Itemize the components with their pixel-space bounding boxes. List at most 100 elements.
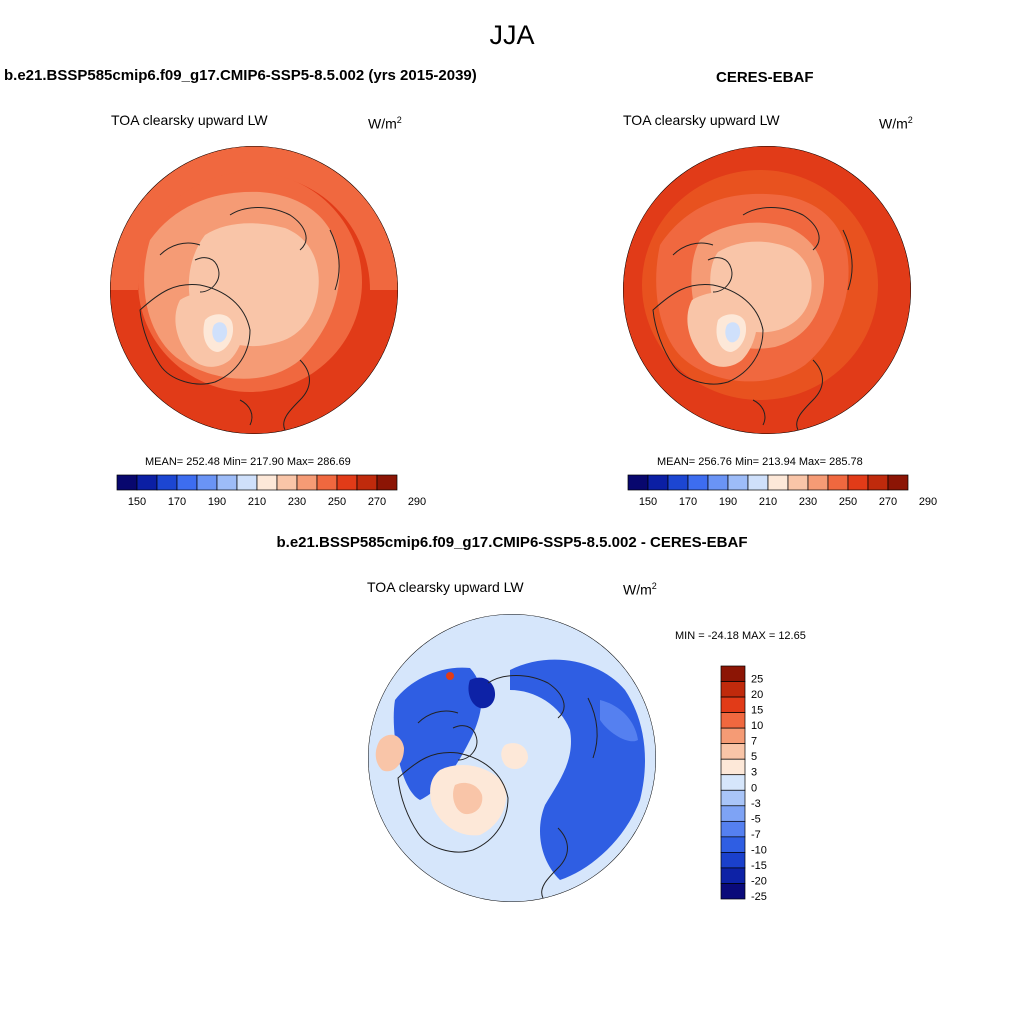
colorbar-observed-swatch bbox=[747, 474, 769, 491]
colorbar-difference-tick-label: 20 bbox=[751, 689, 763, 701]
colorbar-difference-swatch bbox=[720, 883, 746, 900]
map-difference-red-spot bbox=[446, 672, 454, 680]
colorbar-difference-swatch bbox=[720, 743, 746, 760]
colorbar-model-swatch bbox=[296, 474, 318, 491]
colorbar-model-swatch bbox=[336, 474, 358, 491]
colorbar-difference-swatch bbox=[720, 867, 746, 884]
colorbar-observed-swatch bbox=[707, 474, 729, 491]
panel-2-units: W/m2 bbox=[879, 115, 913, 132]
season-title: JJA bbox=[489, 20, 535, 50]
colorbar-observed-tick-label: 190 bbox=[719, 496, 737, 508]
panel-1-stats: MEAN= 252.48 Min= 217.90 Max= 286.69 bbox=[145, 456, 351, 468]
colorbar-difference-tick-label: -25 bbox=[751, 891, 767, 903]
colorbar-difference-tick-label: -5 bbox=[751, 813, 761, 825]
colorbar-difference-tick-label: -10 bbox=[751, 844, 767, 856]
colorbar-observed-tick-label: 230 bbox=[799, 496, 817, 508]
colorbar-difference-swatch bbox=[720, 820, 746, 838]
colorbar-difference: 25 20 15 10 7 5 3 0 -3 -5 -7 -10 -15 -20 -25 bbox=[720, 665, 767, 903]
map-model-band-270 bbox=[110, 146, 398, 290]
colorbar-model-swatch bbox=[316, 474, 338, 491]
map-model bbox=[110, 146, 398, 434]
map-difference-west-positive bbox=[375, 734, 404, 772]
colorbar-difference-tick-label: 25 bbox=[751, 674, 763, 686]
colorbar-difference-swatch bbox=[720, 712, 746, 729]
colorbar-model-swatch bbox=[276, 474, 298, 491]
colorbar-model-swatch bbox=[196, 474, 218, 491]
panel-2-variable: TOA clearsky upward LW bbox=[623, 112, 780, 128]
map-difference-na-negative bbox=[393, 667, 482, 800]
panel-3-title: b.e21.BSSP585cmip6.f09_g17.CMIP6-SSP5-8.… bbox=[276, 534, 748, 551]
colorbar-model-tick-label: 150 bbox=[128, 496, 146, 508]
colorbar-difference-swatch bbox=[720, 836, 746, 853]
colorbar-difference-tick-label: 3 bbox=[751, 767, 757, 779]
colorbar-model-swatch bbox=[376, 474, 398, 491]
panel-3-variable: TOA clearsky upward LW bbox=[367, 579, 524, 595]
colorbar-observed-swatch bbox=[807, 474, 829, 491]
colorbar-model-tick-label: 270 bbox=[368, 496, 386, 508]
colorbar-model-swatch bbox=[256, 474, 278, 491]
colorbar-model-swatch bbox=[156, 474, 178, 491]
colorbar-difference-tick-label: -7 bbox=[751, 829, 761, 841]
panel-2-title: CERES-EBAF bbox=[716, 69, 814, 86]
colorbar-difference-swatch bbox=[720, 681, 746, 698]
map-model-greenland-ice bbox=[212, 322, 228, 343]
colorbar-model-swatch bbox=[236, 474, 258, 491]
map-observed-coastlines bbox=[652, 207, 853, 431]
colorbar-difference-swatch bbox=[720, 665, 746, 682]
colorbar-observed-tick-label: 210 bbox=[759, 496, 777, 508]
colorbar-model-swatch bbox=[116, 474, 138, 491]
colorbar-observed-swatch bbox=[887, 474, 909, 491]
colorbar-observed-tick-label: 170 bbox=[679, 496, 697, 508]
colorbar-model-tick-label: 210 bbox=[248, 496, 266, 508]
colorbar-model-tick-label: 170 bbox=[168, 496, 186, 508]
colorbar-difference-tick-label: 7 bbox=[751, 736, 757, 748]
colorbar-difference-tick-label: 5 bbox=[751, 751, 757, 763]
colorbar-difference-tick-label: 15 bbox=[751, 705, 763, 717]
colorbar-model-swatch bbox=[216, 474, 238, 491]
colorbar-difference-swatch bbox=[720, 758, 746, 776]
colorbar-model-tick-label: 250 bbox=[328, 496, 346, 508]
colorbar-difference-swatch bbox=[720, 774, 746, 791]
colorbar-difference-tick-label: -3 bbox=[751, 798, 761, 810]
panel-1-units: W/m2 bbox=[368, 115, 402, 132]
colorbar-difference-swatch bbox=[720, 696, 746, 713]
colorbar-model-tick-label: 230 bbox=[288, 496, 306, 508]
colorbar-observed-swatch bbox=[727, 474, 749, 491]
colorbar-model: 150 170 190 210 230 250 270 290 bbox=[116, 474, 426, 508]
colorbar-observed-swatch bbox=[787, 474, 809, 491]
map-difference-coastlines bbox=[397, 675, 598, 899]
map-difference-greenland-positive-2 bbox=[453, 782, 483, 815]
colorbar-observed-swatch bbox=[767, 474, 789, 491]
colorbar-observed-swatch bbox=[687, 474, 709, 491]
colorbar-difference-swatch bbox=[720, 852, 746, 869]
panel-2-stats: MEAN= 256.76 Min= 213.94 Max= 285.78 bbox=[657, 456, 863, 468]
colorbar-difference-tick-label: 0 bbox=[751, 782, 757, 794]
colorbar-model-swatch bbox=[176, 474, 198, 491]
panel-3-stats: MIN = -24.18 MAX = 12.65 bbox=[675, 630, 806, 642]
colorbar-observed-swatch bbox=[647, 474, 669, 491]
panel-1-title: b.e21.BSSP585cmip6.f09_g17.CMIP6-SSP5-8.… bbox=[4, 67, 477, 84]
colorbar-observed-tick-label: 290 bbox=[919, 496, 937, 508]
colorbar-observed-swatch bbox=[867, 474, 889, 491]
colorbar-observed-swatch bbox=[627, 474, 649, 491]
colorbar-model-swatch bbox=[136, 474, 158, 491]
colorbar-observed-swatch bbox=[827, 474, 849, 491]
colorbar-difference-tick-label: -20 bbox=[751, 875, 767, 887]
colorbar-difference-tick-label: -15 bbox=[751, 860, 767, 872]
colorbar-difference-tick-label: 10 bbox=[751, 720, 763, 732]
map-difference-pole-positive bbox=[501, 743, 528, 770]
colorbar-difference-swatch bbox=[720, 805, 746, 822]
map-difference-strong-negative bbox=[468, 677, 496, 709]
colorbar-observed-tick-label: 270 bbox=[879, 496, 897, 508]
colorbar-difference-swatch bbox=[720, 727, 746, 745]
colorbar-difference-swatch bbox=[720, 789, 746, 807]
colorbar-observed-swatch bbox=[667, 474, 689, 491]
map-model-coastlines bbox=[139, 207, 340, 431]
map-observed bbox=[623, 146, 911, 434]
colorbar-model-tick-label: 290 bbox=[408, 496, 426, 508]
colorbar-observed-tick-label: 250 bbox=[839, 496, 857, 508]
map-observed-greenland-ice bbox=[725, 322, 741, 343]
panel-1-variable: TOA clearsky upward LW bbox=[111, 112, 268, 128]
colorbar-model-tick-label: 190 bbox=[208, 496, 226, 508]
